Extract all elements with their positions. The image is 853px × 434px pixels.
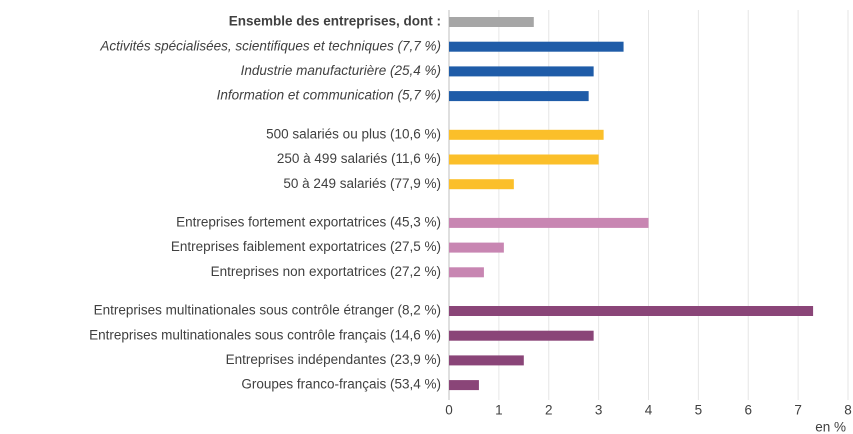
y-tick-label: Entreprises fortement exportatrices (45,… xyxy=(176,214,441,229)
y-tick-label: 500 salariés ou plus (10,6 %) xyxy=(266,126,441,141)
bar xyxy=(449,41,624,52)
y-tick-label: Industrie manufacturière (25,4 %) xyxy=(241,63,441,78)
bar xyxy=(449,242,504,253)
bar xyxy=(449,267,484,278)
y-tick-label: Activités spécialisées, scientifiques et… xyxy=(99,38,441,53)
x-tick-label: 0 xyxy=(445,403,453,418)
y-tick-label: Entreprises multinationales sous contrôl… xyxy=(94,303,441,318)
bar xyxy=(449,380,479,391)
y-tick-label: Entreprises multinationales sous contrôl… xyxy=(89,327,441,342)
x-tick-label: 6 xyxy=(744,403,752,418)
bar xyxy=(449,306,814,316)
bar xyxy=(449,129,604,140)
bar xyxy=(449,66,594,77)
y-tick-label: Information et communication (5,7 %) xyxy=(217,88,441,103)
y-tick-label: Entreprises indépendantes (23,9 %) xyxy=(226,352,441,367)
bar xyxy=(449,154,599,165)
bar xyxy=(449,91,589,102)
bar xyxy=(449,355,524,366)
x-axis-label: en % xyxy=(815,420,846,434)
y-tick-label: Entreprises non exportatrices (27,2 %) xyxy=(211,264,441,279)
x-tick-label: 2 xyxy=(545,403,553,418)
x-tick-label: 3 xyxy=(595,403,603,418)
x-tick-label: 8 xyxy=(844,403,852,418)
y-tick-label: 250 à 499 salariés (11,6 %) xyxy=(277,151,441,166)
y-tick-label: 50 à 249 salariés (77,9 %) xyxy=(283,176,441,191)
bar xyxy=(449,217,649,228)
y-tick-label: Ensemble des entreprises, dont : xyxy=(229,14,441,29)
bar xyxy=(449,17,534,27)
bar xyxy=(449,179,514,190)
y-tick-label: Entreprises faiblement exportatrices (27… xyxy=(171,239,441,254)
bar xyxy=(449,330,594,341)
x-tick-label: 5 xyxy=(695,403,703,418)
x-tick-label: 1 xyxy=(495,403,503,418)
y-tick-label: Groupes franco-français (53,4 %) xyxy=(241,377,441,392)
x-tick-label: 7 xyxy=(794,403,802,418)
x-tick-label: 4 xyxy=(645,403,653,418)
